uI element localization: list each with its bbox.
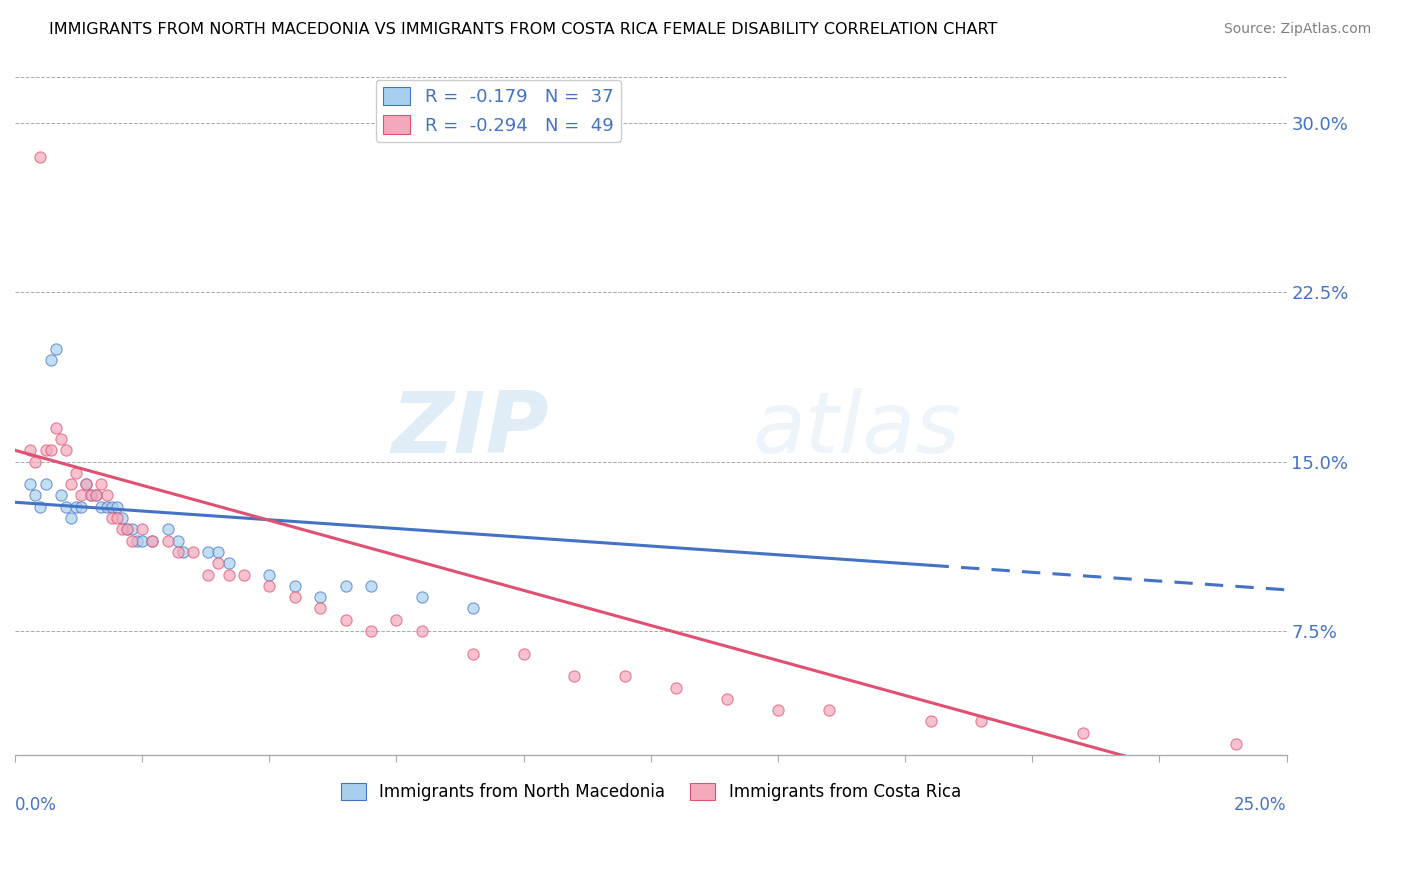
Point — [34, 443, 56, 458]
Point — [49, 432, 72, 446]
Point — [335, 579, 357, 593]
Point — [75, 477, 97, 491]
Point — [920, 714, 942, 729]
Point — [259, 579, 281, 593]
Point — [385, 613, 408, 627]
Point — [141, 533, 163, 548]
Point — [166, 533, 188, 548]
Point — [335, 613, 357, 627]
Point — [207, 556, 229, 570]
Point — [156, 533, 179, 548]
Point — [96, 500, 118, 514]
Point — [284, 590, 307, 604]
Point — [96, 488, 118, 502]
Point — [766, 703, 789, 717]
Point — [309, 601, 332, 615]
Point — [218, 556, 240, 570]
Point — [105, 500, 128, 514]
Point — [24, 454, 46, 468]
Point — [115, 522, 138, 536]
Point — [105, 511, 128, 525]
Point — [461, 601, 484, 615]
Point — [111, 511, 134, 525]
Point — [111, 522, 134, 536]
Text: 25.0%: 25.0% — [1234, 796, 1286, 814]
Point — [80, 488, 103, 502]
Point — [360, 579, 382, 593]
Legend: R =  -0.179   N =  37, R =  -0.294   N =  49: R = -0.179 N = 37, R = -0.294 N = 49 — [375, 79, 620, 142]
Point — [90, 500, 112, 514]
Point — [39, 443, 62, 458]
Point — [75, 477, 97, 491]
Point — [232, 567, 254, 582]
Point — [20, 477, 42, 491]
Point — [197, 545, 219, 559]
Point — [24, 488, 46, 502]
Point — [218, 567, 240, 582]
Point — [1071, 725, 1094, 739]
Point — [86, 488, 108, 502]
Point — [80, 488, 103, 502]
Point — [45, 342, 67, 356]
Point — [166, 545, 188, 559]
Text: atlas: atlas — [752, 388, 960, 472]
Text: IMMIGRANTS FROM NORTH MACEDONIA VS IMMIGRANTS FROM COSTA RICA FEMALE DISABILITY : IMMIGRANTS FROM NORTH MACEDONIA VS IMMIG… — [49, 22, 998, 37]
Point — [30, 149, 52, 163]
Point — [716, 691, 738, 706]
Point — [411, 624, 433, 638]
Point — [131, 522, 153, 536]
Point — [970, 714, 993, 729]
Text: Source: ZipAtlas.com: Source: ZipAtlas.com — [1223, 22, 1371, 37]
Point — [360, 624, 382, 638]
Point — [34, 477, 56, 491]
Point — [86, 488, 108, 502]
Point — [309, 590, 332, 604]
Point — [100, 511, 122, 525]
Point — [100, 500, 122, 514]
Point — [817, 703, 839, 717]
Point — [1225, 737, 1247, 751]
Point — [172, 545, 194, 559]
Point — [65, 500, 87, 514]
Point — [564, 669, 586, 683]
Point — [207, 545, 229, 559]
Point — [121, 522, 143, 536]
Text: 0.0%: 0.0% — [15, 796, 56, 814]
Point — [156, 522, 179, 536]
Point — [121, 533, 143, 548]
Point — [55, 443, 77, 458]
Point — [59, 511, 82, 525]
Point — [70, 488, 93, 502]
Point — [70, 500, 93, 514]
Point — [49, 488, 72, 502]
Point — [284, 579, 307, 593]
Point — [30, 500, 52, 514]
Point — [131, 533, 153, 548]
Point — [39, 352, 62, 367]
Point — [259, 567, 281, 582]
Point — [65, 466, 87, 480]
Point — [125, 533, 148, 548]
Point — [197, 567, 219, 582]
Point — [45, 420, 67, 434]
Text: ZIP: ZIP — [391, 388, 550, 472]
Point — [115, 522, 138, 536]
Point — [141, 533, 163, 548]
Point — [181, 545, 204, 559]
Point — [411, 590, 433, 604]
Point — [665, 681, 688, 695]
Point — [20, 443, 42, 458]
Point — [90, 477, 112, 491]
Point — [512, 647, 534, 661]
Point — [461, 647, 484, 661]
Point — [55, 500, 77, 514]
Point — [59, 477, 82, 491]
Point — [614, 669, 637, 683]
